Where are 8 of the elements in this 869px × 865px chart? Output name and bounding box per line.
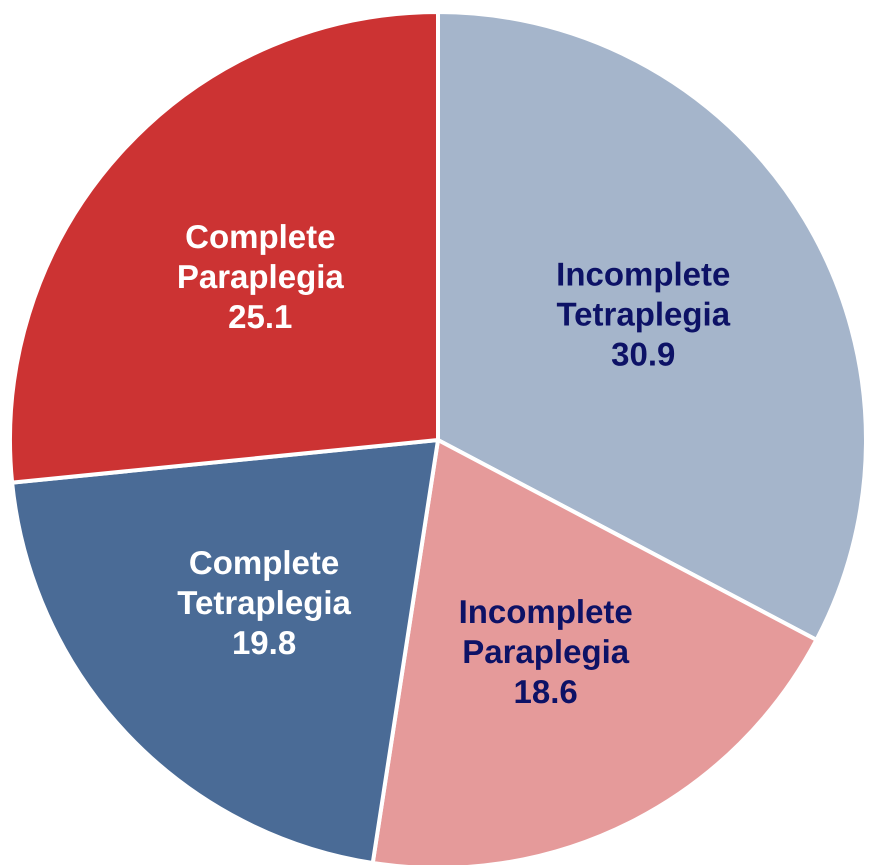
slice-label: Complete Paraplegia <box>176 218 344 295</box>
data-label: 19.8 <box>232 624 296 661</box>
data-label: 25.1 <box>228 298 292 335</box>
slice-label: Complete Tetraplegia <box>177 544 352 621</box>
data-label: 18.6 <box>514 672 578 710</box>
slice-label: Incomplete Tetraplegia <box>556 254 731 332</box>
slice-label: Incomplete Paraplegia <box>458 592 633 670</box>
data-label: 30.9 <box>611 334 676 372</box>
